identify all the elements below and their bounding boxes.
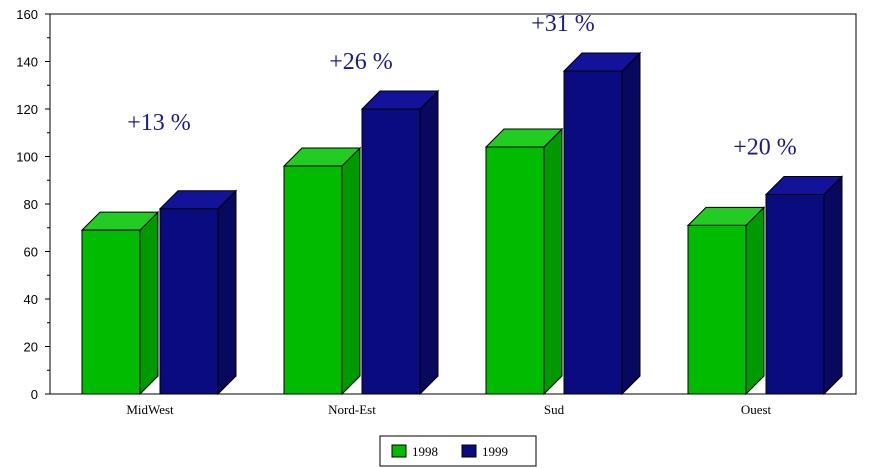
y-tick-label: 140 <box>16 55 38 70</box>
bar-front-face <box>563 70 623 395</box>
bar-side-face <box>745 206 765 396</box>
legend-swatch <box>391 444 407 458</box>
bar-front-face <box>765 194 825 395</box>
annotations: +13 % +26 % +31 % +20 % <box>127 11 797 161</box>
legend-label: 1998 <box>412 444 438 459</box>
growth-annotation: +20 % <box>733 135 797 161</box>
y-tick-label: 40 <box>24 292 38 307</box>
bar-1998-Ouest <box>686 206 766 396</box>
y-tick-label: 100 <box>16 150 38 165</box>
bar-1998-MidWest <box>80 210 160 396</box>
y-tick-label: 60 <box>24 245 38 260</box>
growth-annotation: +31 % <box>531 11 595 37</box>
legend-label: 1999 <box>482 444 508 459</box>
growth-annotation: +26 % <box>329 49 393 75</box>
bar-front-face <box>283 165 343 395</box>
bar-side-face <box>543 127 563 396</box>
x-tick-label: Nord-Est <box>328 402 376 417</box>
bar-side-face <box>419 89 439 396</box>
bar-front-face <box>687 224 747 395</box>
bar-side-face <box>341 146 361 396</box>
y-tick-label: 80 <box>24 197 38 212</box>
bar-front-face <box>159 208 219 395</box>
bar-side-face <box>823 175 843 396</box>
y-tick-label: 160 <box>16 7 38 22</box>
y-tick-label: 120 <box>16 102 38 117</box>
x-tick-label: Ouest <box>741 402 772 417</box>
y-axis: 0 20 40 60 80 100 120 140 160 <box>16 7 50 402</box>
bar-front-face <box>81 229 141 395</box>
bar-front-face <box>361 108 421 395</box>
x-tick-label: MidWest <box>126 402 174 417</box>
bar-1998-Nord-Est <box>282 146 362 396</box>
x-axis-labels: MidWest Nord-Est Sud Ouest <box>126 402 771 417</box>
bar-1998-Sud <box>484 127 564 396</box>
y-tick-label: 20 <box>24 340 38 355</box>
bar-side-face <box>139 210 159 396</box>
bar-side-face <box>621 51 641 396</box>
bar-front-face <box>485 146 545 395</box>
bar-1999-MidWest <box>158 189 238 396</box>
growth-annotation: +13 % <box>127 110 191 136</box>
y-tick-label: 0 <box>31 387 38 402</box>
bar-side-face <box>217 189 237 396</box>
bars <box>80 51 844 396</box>
legend: 1998 1999 <box>379 435 537 467</box>
legend-swatch <box>461 444 477 458</box>
x-tick-label: Sud <box>544 402 565 417</box>
bar-1999-Sud <box>562 51 642 396</box>
bar-1999-Nord-Est <box>360 89 440 396</box>
bar-1999-Ouest <box>764 175 844 396</box>
